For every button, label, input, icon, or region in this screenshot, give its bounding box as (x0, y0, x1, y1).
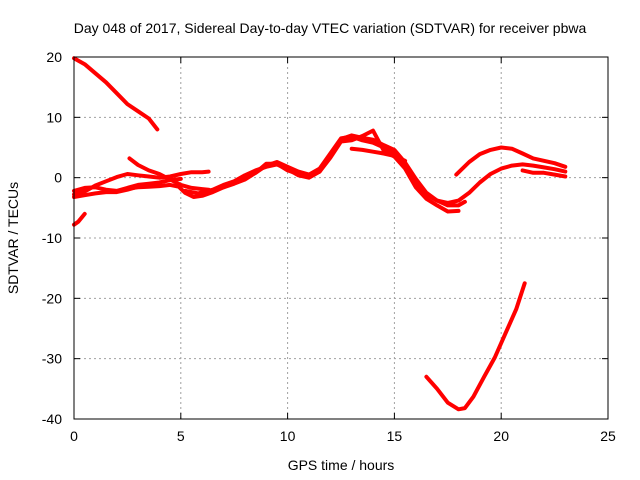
series-arc-9 (221, 128, 461, 214)
grid (74, 57, 608, 419)
chart-title: Day 048 of 2017, Sidereal Day-to-day VTE… (74, 20, 587, 36)
series-arc-2 (72, 211, 87, 227)
x-tick-label: 15 (387, 428, 403, 444)
y-tick-label: 20 (46, 49, 62, 65)
y-tick-label: -30 (42, 351, 62, 367)
x-tick-label: 10 (280, 428, 296, 444)
x-axis-label: GPS time / hours (288, 457, 395, 473)
series-arc-10 (349, 146, 408, 163)
x-tick-label: 0 (70, 428, 78, 444)
axis-ticks: 0 5 10 15 20 25 -40 -30 -20 -10 0 10 20 (42, 49, 616, 444)
data-series-group (72, 56, 568, 412)
series-arc-13 (424, 281, 527, 412)
series-arc-3 (72, 169, 211, 197)
series-arc-12 (520, 168, 568, 179)
y-tick-label: -10 (42, 230, 62, 246)
x-tick-label: 5 (177, 428, 185, 444)
y-axis-label: SDTVAR / TECUs (5, 182, 21, 294)
series-arc-11 (454, 145, 568, 177)
series-arc-6 (127, 156, 211, 192)
series-arc-1 (72, 56, 160, 132)
y-tick-label: -20 (42, 290, 62, 306)
y-tick-label: 0 (54, 170, 62, 186)
x-tick-label: 20 (493, 428, 509, 444)
y-tick-label: -40 (42, 411, 62, 427)
x-tick-label: 25 (600, 428, 616, 444)
y-tick-label: 10 (46, 109, 62, 125)
